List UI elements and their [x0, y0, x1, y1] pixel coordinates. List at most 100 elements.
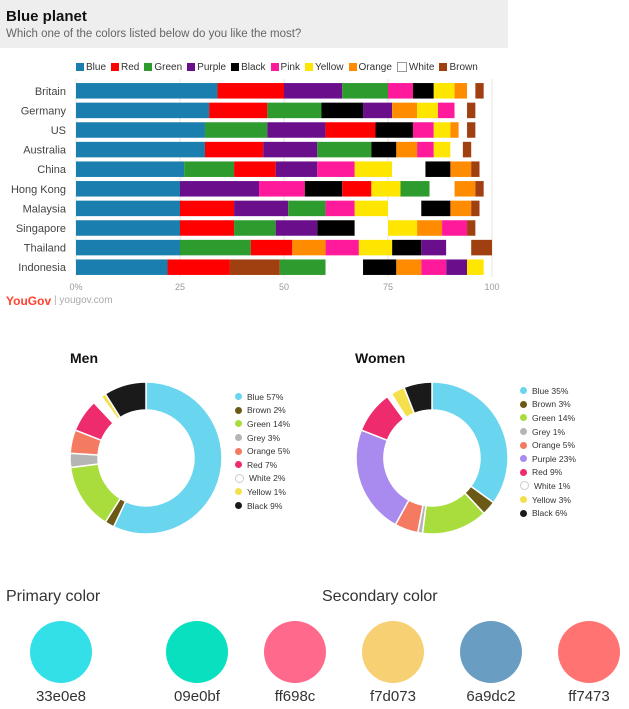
bar-segment-yellow: [388, 220, 418, 236]
bar-segment-brown: [467, 220, 476, 236]
legend-dot-red: [235, 461, 242, 469]
legend-dot-blue: [520, 387, 527, 395]
bar-segment-red: [209, 102, 268, 119]
bar-segment-blue: [76, 200, 180, 217]
bar-segment-black: [421, 200, 451, 217]
category-label: Britain: [35, 86, 66, 98]
women-legend: Blue 35% Brown 3% Green 14% Grey 1% Orange 5…: [520, 384, 576, 520]
category-label: Australia: [23, 145, 67, 157]
bar-segment-white: [429, 181, 455, 197]
legend-label-red: Red: [121, 61, 140, 73]
legend-item-orange: Orange 5%: [235, 444, 290, 458]
legend-item-yellow: Yellow: [304, 62, 344, 73]
bar-segment-black: [363, 259, 397, 275]
legend-item-black: Black: [231, 62, 266, 73]
women-chart-title: Women: [355, 350, 406, 366]
bar-segment-yellow: [354, 200, 388, 217]
legend-dot-yellow: [520, 496, 527, 504]
bar-segment-red: [342, 181, 372, 197]
slice-black: [104, 381, 147, 419]
bar-segment-white: [450, 141, 463, 158]
legend-dot-black: [235, 502, 242, 510]
chart-title: Blue planet: [6, 8, 87, 25]
legend-dot-grey: [235, 434, 242, 442]
x-tick-label: 25: [175, 282, 185, 292]
bar-segment-brown: [467, 122, 476, 138]
category-label: Thailand: [24, 243, 66, 255]
bar-segment-black: [412, 83, 434, 99]
bar-segment-brown: [467, 102, 476, 119]
secondary-swatch-4: [460, 621, 522, 683]
legend-dot-purple: [520, 455, 527, 463]
bar-segment-orange: [450, 161, 472, 177]
legend-label-green: Green 14%: [532, 412, 575, 423]
bar-segment-brown: [462, 141, 472, 158]
bar-segment-purple: [234, 200, 289, 217]
legend-swatch-purple: [187, 63, 196, 71]
bar-segment-purple: [263, 141, 318, 158]
bar-segment-pink: [325, 200, 355, 217]
bar-segment-orange: [454, 83, 468, 99]
legend-label-white: White 1%: [534, 480, 571, 491]
bar-segment-black: [425, 161, 451, 177]
category-label: Indonesia: [18, 262, 67, 274]
legend-item-white: White: [396, 61, 435, 73]
legend-swatch-orange: [348, 63, 357, 71]
legend-label-orange: Orange 5%: [247, 446, 290, 457]
bar-segment-green: [342, 83, 388, 99]
legend-dot-red: [520, 468, 527, 476]
stacked-bar-chart: Blue planet Which one of the colors list…: [0, 0, 508, 308]
x-tick-label: 50: [279, 282, 289, 292]
legend-label-brown: Brown 3%: [532, 399, 571, 410]
legend-dot-orange: [235, 447, 242, 455]
x-tick-label: 100: [484, 282, 499, 292]
chart-header: Blue planet Which one of the colors list…: [0, 0, 508, 48]
legend-item-purple: Purple 23%: [520, 452, 576, 466]
bar-segment-white: [458, 122, 468, 138]
bar-plot: 0% 25 50 75 100 Britain Germany US Australia Chin…: [11, 79, 500, 292]
bar-segment-black: [375, 122, 413, 138]
legend-item-blue: Blue: [76, 62, 106, 73]
legend-item-green: Green: [144, 62, 182, 73]
legend-item-purple: Purple: [187, 62, 226, 73]
x-tick-label: 0%: [69, 282, 82, 292]
category-label: China: [37, 164, 67, 176]
bar-segment-black: [392, 239, 422, 256]
legend-label-brown: Brown 2%: [247, 405, 286, 416]
bar-segment-brown: [471, 239, 492, 256]
bar-segment-purple: [446, 259, 468, 275]
slice-blue: [431, 381, 509, 504]
legend-swatch-white: [396, 62, 407, 72]
legend-swatch-pink: [270, 63, 279, 71]
yougov-url: | yougov.com: [54, 295, 113, 306]
men-legend: Blue 57% Brown 2% Green 14% Grey 3% Orange 5…: [235, 390, 290, 512]
legend-label-green: Green 14%: [247, 418, 290, 429]
x-tick-label: 75: [383, 282, 393, 292]
legend-label-white: White: [408, 61, 435, 73]
legend-label-black: Black 6%: [532, 508, 568, 519]
legend-item-yellow: Yellow 1%: [235, 485, 290, 499]
bar-segment-purple: [180, 181, 260, 197]
slice-purple: [355, 429, 410, 526]
legend-item-brown: Brown 2%: [235, 404, 290, 418]
legend-item-orange: Orange: [348, 62, 392, 73]
bar-segment-orange: [417, 220, 443, 236]
bar-segment-purple: [284, 83, 343, 99]
legend-dot-orange: [520, 441, 527, 449]
bar-segment-purple: [275, 161, 318, 177]
bar-segment-pink: [437, 102, 455, 119]
legend-label-red: Red 9%: [532, 467, 563, 478]
bar-segment-yellow: [433, 141, 451, 158]
bar-segment-pink: [421, 259, 447, 275]
category-label: Germany: [21, 105, 67, 117]
legend-item-grey: Grey 1%: [520, 425, 576, 439]
men-donut-chart: [69, 381, 223, 535]
bar-segment-pink: [388, 83, 413, 99]
bar-segment-black: [321, 102, 364, 119]
legend-item-yellow: Yellow 3%: [520, 493, 576, 507]
legend-label-pink: Pink: [280, 61, 300, 73]
legend-label-purple: Purple 23%: [532, 453, 576, 464]
bar-segment-pink: [325, 239, 359, 256]
primary-color-label: Primary color: [6, 588, 101, 605]
legend-dot-blue: [235, 393, 242, 401]
